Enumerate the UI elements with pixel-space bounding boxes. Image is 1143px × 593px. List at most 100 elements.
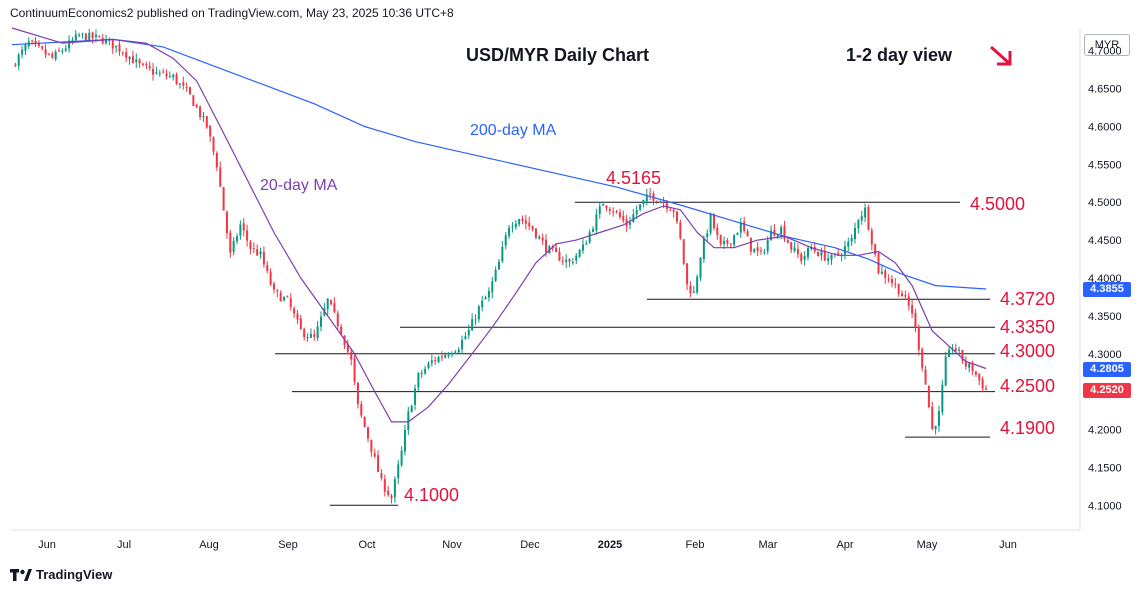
candle bbox=[219, 161, 222, 188]
y-tick-label: 4.1500 bbox=[1088, 462, 1122, 474]
candle bbox=[182, 76, 185, 90]
candle bbox=[686, 263, 689, 291]
candle bbox=[141, 62, 144, 67]
candle bbox=[746, 229, 749, 237]
candle bbox=[91, 31, 94, 44]
candle bbox=[790, 241, 793, 254]
candle bbox=[108, 37, 111, 46]
candle bbox=[131, 50, 134, 64]
candle bbox=[672, 208, 675, 218]
candle bbox=[427, 361, 430, 370]
candle bbox=[632, 208, 635, 223]
candle bbox=[242, 218, 245, 237]
tradingview-brand[interactable]: TradingView bbox=[10, 567, 112, 582]
candle bbox=[125, 47, 128, 63]
candle bbox=[645, 188, 648, 206]
candle bbox=[749, 237, 752, 255]
candle bbox=[333, 297, 336, 314]
candle bbox=[454, 350, 457, 355]
candle bbox=[47, 53, 50, 56]
candle bbox=[907, 292, 910, 311]
candle bbox=[81, 32, 84, 39]
candle bbox=[303, 327, 306, 341]
candle bbox=[974, 370, 977, 377]
candle bbox=[491, 277, 494, 299]
candle bbox=[679, 219, 682, 241]
candle bbox=[820, 247, 823, 261]
candle bbox=[202, 111, 205, 122]
candle bbox=[518, 218, 521, 227]
candle bbox=[293, 306, 296, 318]
candle bbox=[689, 281, 692, 298]
candle bbox=[901, 290, 904, 297]
y-tick-label: 4.5500 bbox=[1088, 159, 1122, 171]
candle bbox=[68, 35, 71, 53]
level-label: 4.1900 bbox=[1000, 418, 1056, 438]
candle bbox=[225, 210, 228, 239]
candle bbox=[346, 339, 349, 355]
candle bbox=[817, 250, 820, 257]
candle bbox=[854, 222, 857, 244]
candle bbox=[24, 42, 27, 55]
y-tick-label: 4.3500 bbox=[1088, 311, 1122, 323]
candle bbox=[185, 82, 188, 92]
candle bbox=[514, 219, 517, 230]
level-label: 4.3720 bbox=[1000, 289, 1056, 309]
x-tick-label: Jul bbox=[117, 539, 131, 551]
candle bbox=[534, 227, 537, 240]
candle bbox=[726, 237, 729, 247]
candle bbox=[430, 354, 433, 367]
x-tick-label: Apr bbox=[836, 539, 853, 551]
candle bbox=[575, 252, 578, 265]
x-tick-label: 2025 bbox=[598, 539, 622, 551]
candle bbox=[843, 240, 846, 260]
candle bbox=[585, 240, 588, 245]
candle bbox=[558, 247, 561, 262]
candle bbox=[887, 274, 890, 283]
candle bbox=[440, 351, 443, 362]
candle bbox=[649, 187, 652, 200]
price-axis-label: 4.2520 bbox=[1083, 383, 1131, 399]
candle bbox=[897, 283, 900, 297]
candle bbox=[635, 205, 638, 219]
chart-title: USD/MYR Daily Chart bbox=[466, 45, 650, 65]
candle bbox=[340, 323, 343, 336]
candle bbox=[165, 69, 168, 80]
y-tick-label: 4.5000 bbox=[1088, 197, 1122, 209]
candle bbox=[286, 295, 289, 298]
candle bbox=[138, 58, 141, 68]
candle bbox=[964, 356, 967, 370]
candle bbox=[719, 234, 722, 247]
candle bbox=[199, 105, 202, 120]
candle bbox=[41, 45, 44, 51]
candle bbox=[54, 49, 57, 62]
x-tick-label: Sep bbox=[278, 539, 298, 551]
candle bbox=[14, 62, 17, 68]
candle bbox=[373, 448, 376, 459]
candle bbox=[921, 347, 924, 372]
candle bbox=[978, 373, 981, 386]
level-label: 4.2500 bbox=[1000, 376, 1056, 396]
candle bbox=[464, 332, 467, 340]
candle bbox=[850, 234, 853, 246]
candle bbox=[276, 288, 279, 298]
candle bbox=[578, 248, 581, 258]
candle bbox=[833, 252, 836, 258]
candle bbox=[941, 380, 944, 416]
candle bbox=[115, 45, 118, 53]
down-right-arrow-icon bbox=[990, 45, 1012, 66]
brand-text: TradingView bbox=[36, 567, 113, 582]
candle bbox=[178, 82, 181, 89]
currency-badge[interactable]: MYR bbox=[1084, 34, 1130, 56]
candle bbox=[27, 37, 30, 50]
candle bbox=[192, 94, 195, 107]
candle bbox=[763, 248, 766, 255]
candle bbox=[568, 258, 571, 268]
candle bbox=[111, 39, 114, 55]
candle bbox=[172, 73, 175, 81]
candle bbox=[581, 238, 584, 254]
candle bbox=[461, 335, 464, 355]
candle bbox=[618, 208, 621, 220]
candle bbox=[64, 44, 67, 52]
